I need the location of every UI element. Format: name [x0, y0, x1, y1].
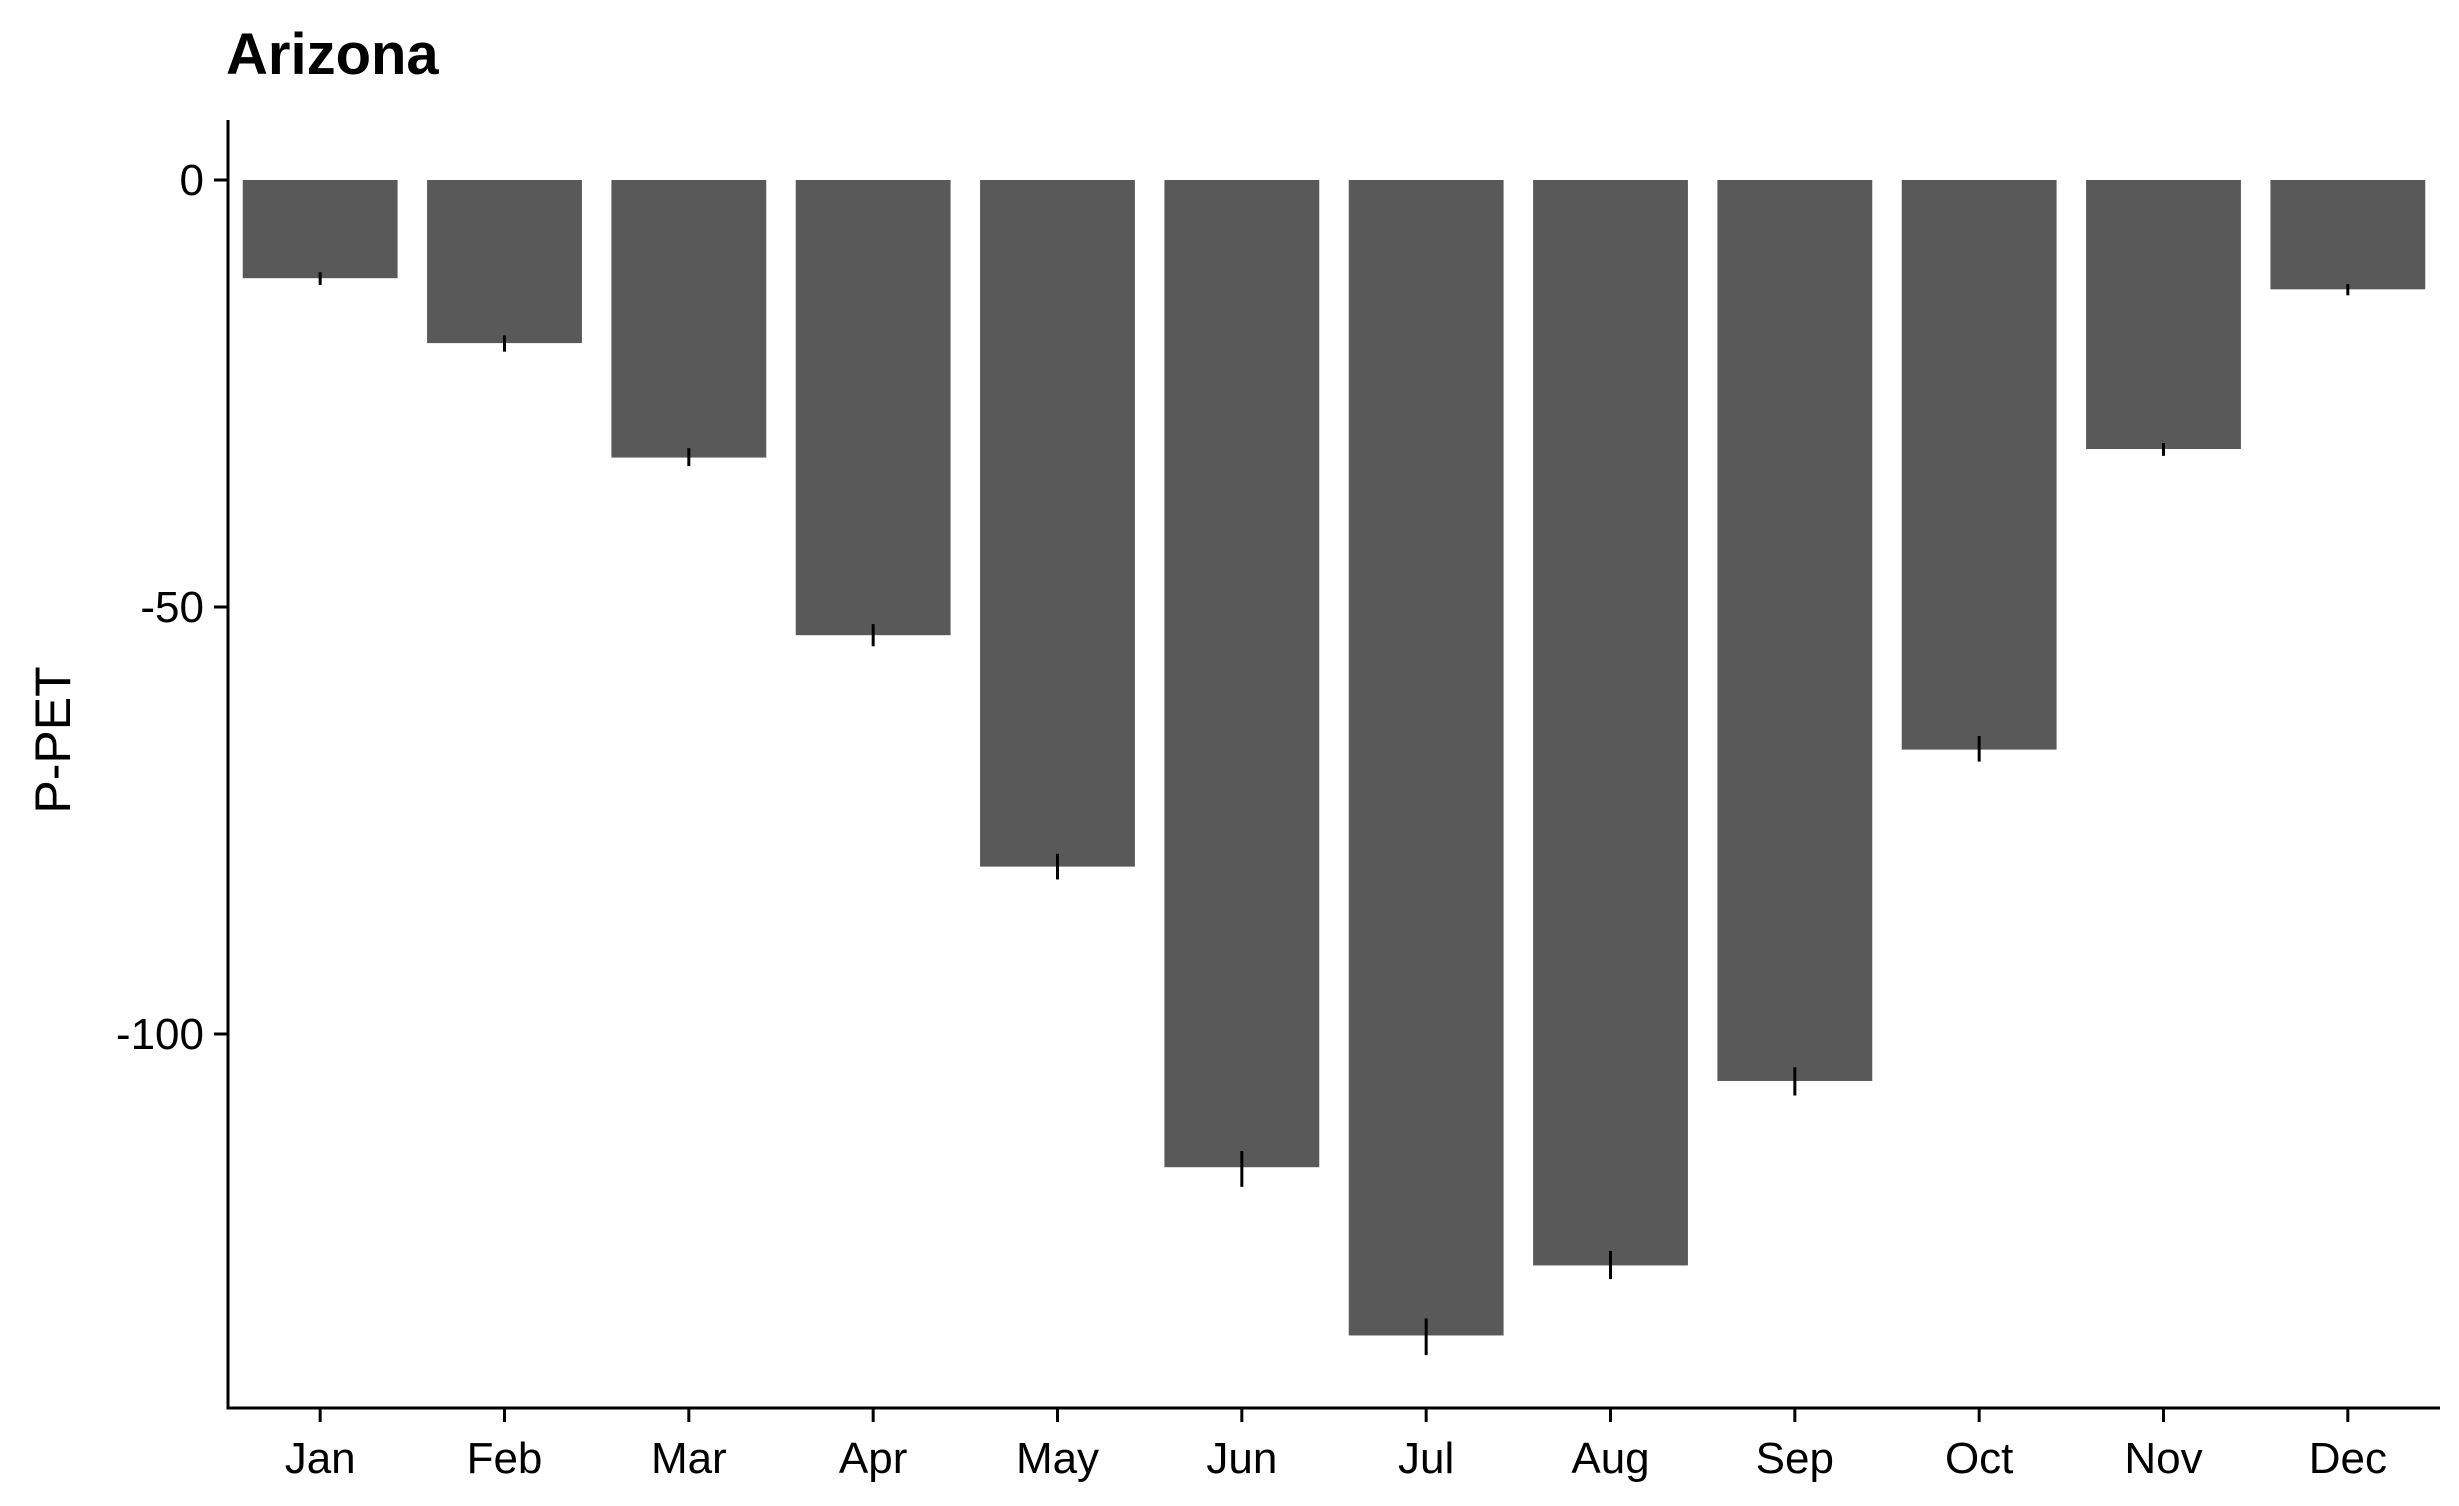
- x-tick-label-jan: Jan: [285, 1434, 356, 1483]
- x-tick-label-mar: Mar: [651, 1434, 727, 1483]
- y-axis-title: P-PET: [25, 666, 81, 813]
- bar-nov: [2086, 180, 2241, 450]
- x-tick-label-nov: Nov: [2124, 1434, 2202, 1483]
- bar-oct: [1901, 180, 2057, 750]
- bar-dec: [2270, 180, 2426, 290]
- x-tick-label-jul: Jul: [1398, 1434, 1454, 1483]
- x-tick-label-aug: Aug: [1571, 1434, 1649, 1483]
- bar-may: [980, 180, 1135, 867]
- y-axis: 0 -50 -100: [116, 120, 230, 1410]
- bar-aug: [1533, 180, 1688, 1266]
- bar-feb: [427, 180, 582, 344]
- bar-jan: [242, 180, 398, 279]
- x-tick-label-feb: Feb: [467, 1434, 543, 1483]
- x-tick-label-sep: Sep: [1756, 1434, 1834, 1483]
- y-tick-label: -100: [116, 1010, 204, 1059]
- x-tick-label-oct: Oct: [1945, 1434, 2013, 1483]
- x-tick-label-may: May: [1016, 1434, 1099, 1483]
- bars-group: [242, 180, 2426, 1336]
- bar-jun: [1164, 180, 1320, 1168]
- error-bars-group: [318, 272, 2350, 1356]
- chart-title: Arizona: [226, 22, 439, 87]
- bar-jul: [1348, 180, 1504, 1336]
- bar-mar: [611, 180, 767, 458]
- x-tick-label-dec: Dec: [2309, 1434, 2387, 1483]
- x-axis: Jan Feb Mar Apr May Jun Jul Aug Sep Oct Nov Dec: [226, 1406, 2440, 1483]
- x-tick-label-jun: Jun: [1206, 1434, 1277, 1483]
- bar-sep: [1717, 180, 1873, 1081]
- y-tick-label: 0: [180, 156, 204, 205]
- x-tick-label-apr: Apr: [839, 1434, 907, 1483]
- y-tick-label: -50: [140, 583, 204, 632]
- bar-apr: [795, 180, 951, 636]
